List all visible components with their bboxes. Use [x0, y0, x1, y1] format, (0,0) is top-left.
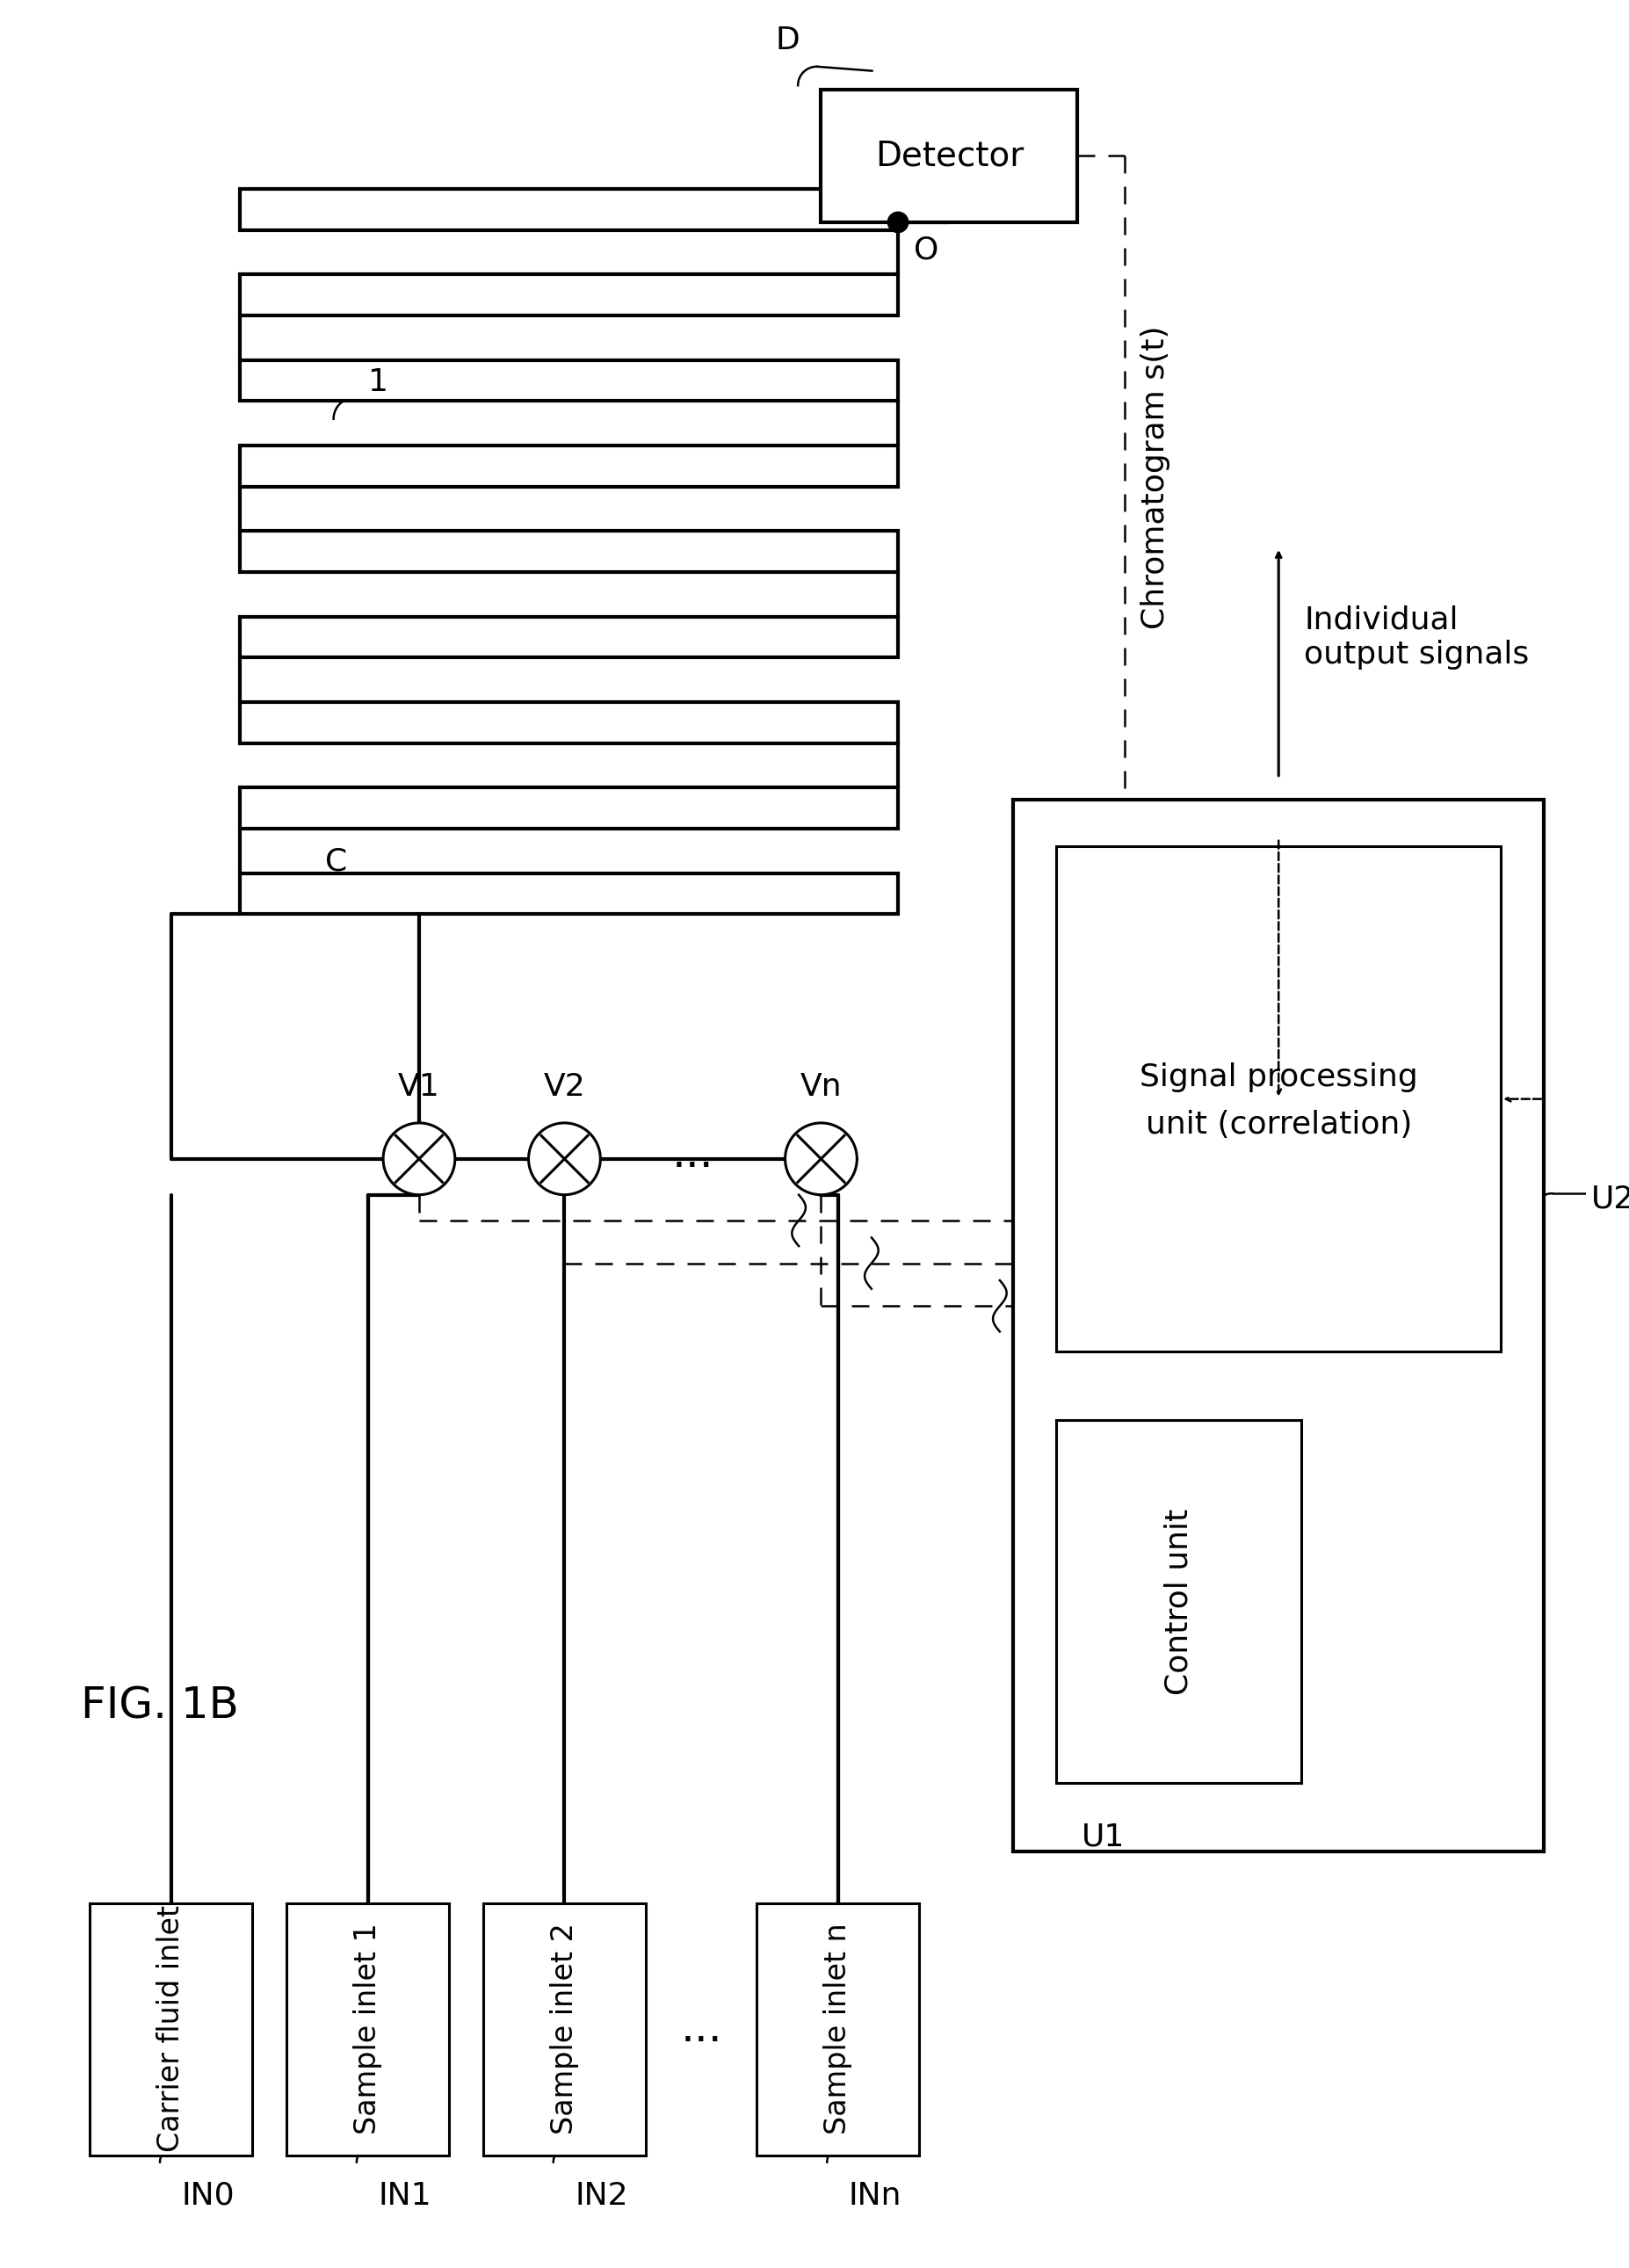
- Circle shape: [785, 1123, 857, 1195]
- Bar: [757, 1903, 919, 2155]
- Circle shape: [528, 1123, 601, 1195]
- Text: 1: 1: [368, 367, 388, 397]
- Text: U2: U2: [1592, 1184, 1629, 1213]
- Text: Carrier fluid inlet: Carrier fluid inlet: [156, 1905, 186, 2152]
- Text: Chromatogram s(t): Chromatogram s(t): [1140, 324, 1170, 628]
- Bar: [239, 361, 898, 401]
- Text: INn: INn: [849, 2182, 901, 2211]
- Bar: [1056, 1420, 1302, 1783]
- Text: IN0: IN0: [181, 2182, 235, 2211]
- Text: Individual
output signals: Individual output signals: [1305, 606, 1530, 669]
- Text: D: D: [775, 25, 800, 54]
- Circle shape: [888, 211, 909, 234]
- Bar: [287, 1903, 450, 2155]
- Text: FIG. 1B: FIG. 1B: [81, 1685, 239, 1728]
- Text: Control unit: Control unit: [1163, 1508, 1194, 1694]
- Text: V2: V2: [544, 1073, 585, 1102]
- Text: ...: ...: [671, 1134, 714, 1175]
- Bar: [90, 1903, 252, 2155]
- Bar: [239, 188, 898, 229]
- Bar: [1013, 801, 1544, 1851]
- Text: O: O: [914, 236, 938, 265]
- Text: Signal processing: Signal processing: [1139, 1064, 1417, 1093]
- Bar: [239, 531, 898, 572]
- Text: Sample inlet n: Sample inlet n: [824, 1923, 852, 2134]
- Text: Detector: Detector: [875, 138, 1023, 172]
- Text: Sample inlet 2: Sample inlet 2: [551, 1923, 578, 2134]
- Bar: [239, 787, 898, 828]
- Text: Vn: Vn: [800, 1073, 842, 1102]
- Bar: [239, 703, 898, 744]
- Text: IN2: IN2: [575, 2182, 629, 2211]
- Bar: [484, 1903, 645, 2155]
- Bar: [239, 873, 898, 914]
- Text: U1: U1: [1082, 1821, 1126, 1851]
- Text: V1: V1: [397, 1073, 440, 1102]
- Bar: [821, 91, 1078, 222]
- Bar: [239, 274, 898, 315]
- Circle shape: [383, 1123, 454, 1195]
- Text: Sample inlet 1: Sample inlet 1: [353, 1923, 383, 2134]
- Text: ...: ...: [681, 2007, 722, 2050]
- Bar: [239, 617, 898, 658]
- Text: unit (correlation): unit (correlation): [1145, 1109, 1412, 1139]
- Bar: [239, 445, 898, 488]
- Text: C: C: [326, 846, 347, 878]
- Text: IN1: IN1: [378, 2182, 432, 2211]
- Bar: [1056, 846, 1500, 1352]
